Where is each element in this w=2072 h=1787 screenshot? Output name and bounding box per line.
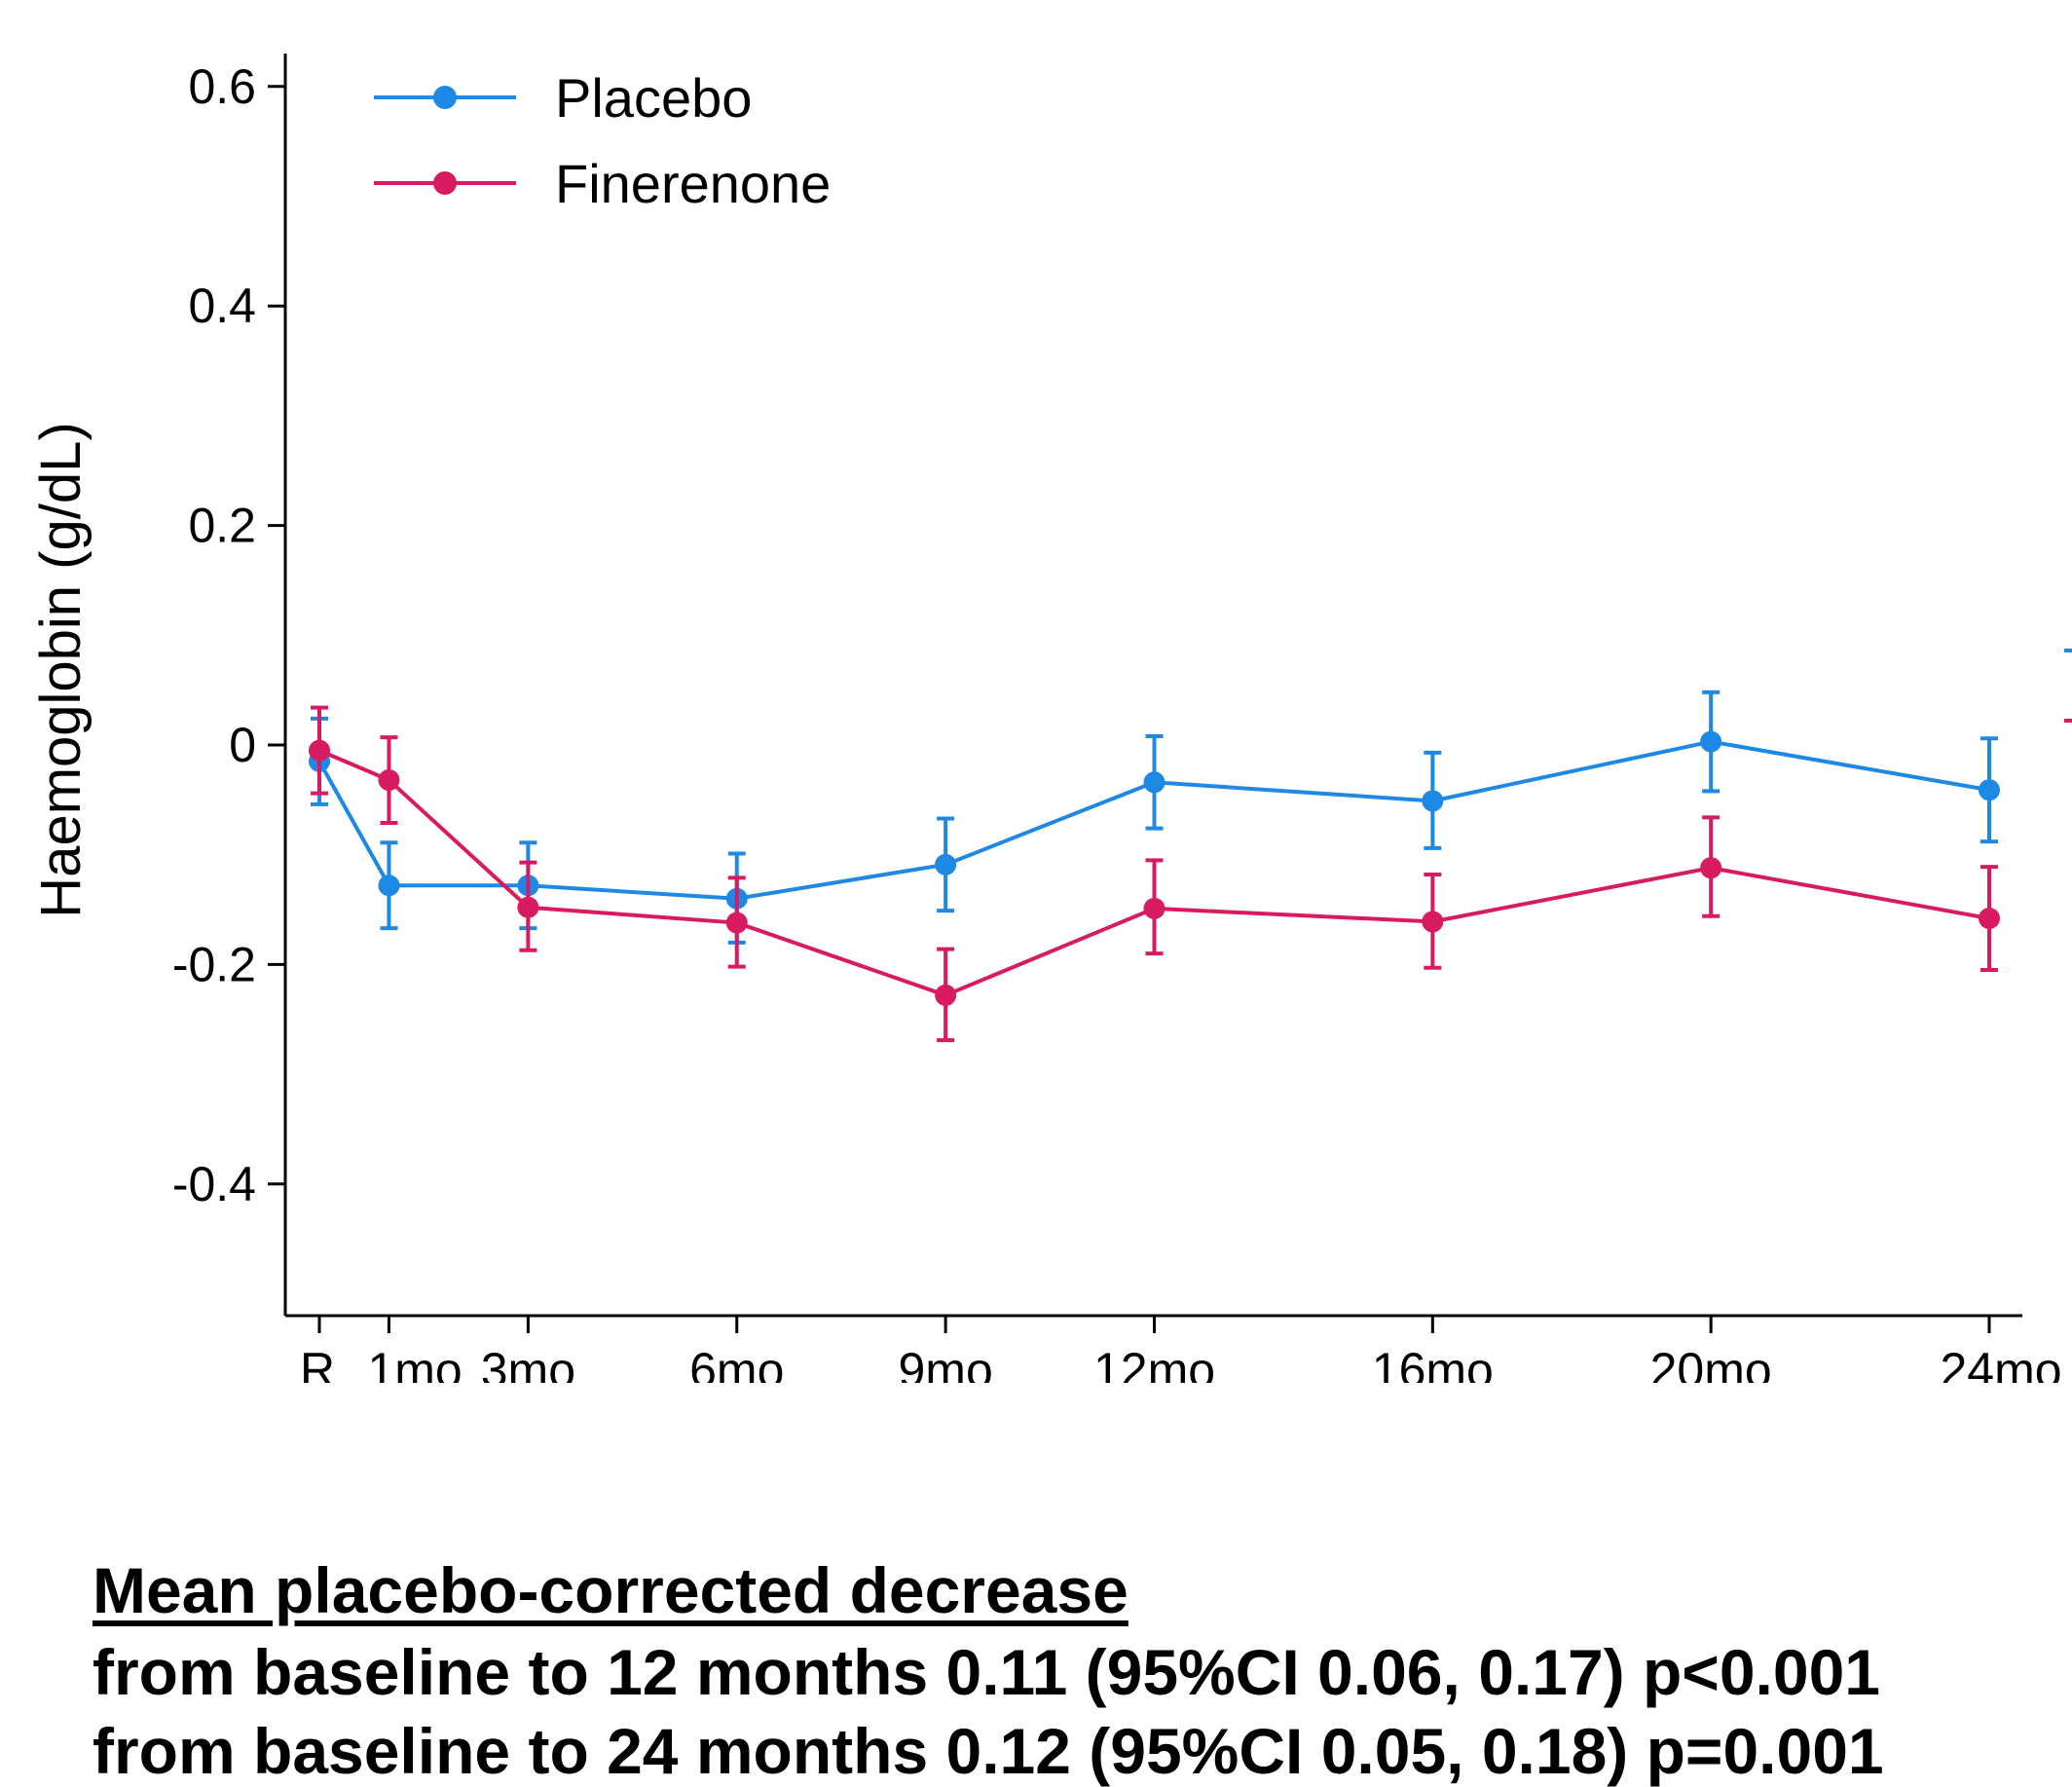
- x-tick-label: 3mo: [481, 1343, 575, 1383]
- legend-marker: [433, 171, 457, 195]
- data-point: [935, 984, 957, 1006]
- y-axis-label: Haemoglobin (g/dL): [29, 422, 92, 917]
- caption-heading: Mean placebo-corrected decrease: [92, 1554, 1128, 1626]
- x-tick-label: 20mo: [1650, 1343, 1772, 1383]
- legend-marker: [433, 86, 457, 109]
- y-tick-label: 0.6: [188, 59, 256, 114]
- data-point: [378, 769, 400, 792]
- y-tick-label: 0.2: [188, 499, 256, 553]
- x-tick-label: 16mo: [1372, 1343, 1494, 1383]
- data-point: [1422, 790, 1444, 812]
- data-point: [1143, 771, 1166, 794]
- data-point: [1422, 911, 1444, 933]
- x-tick-label: 6mo: [689, 1343, 784, 1383]
- data-point: [1979, 908, 2000, 930]
- data-point: [1979, 779, 2000, 801]
- x-tick-label: 1mo: [367, 1343, 462, 1383]
- y-tick-label: 0.4: [188, 279, 256, 333]
- y-tick-label: -0.2: [172, 937, 256, 991]
- haemoglobin-chart: 0.6 0.4 0.2 0 -0.2 -0.4 R 1mo 3mo 6mo 9mo 12mo 16mo 2…: [29, 54, 2072, 1383]
- caption-line-24-months: from baseline to 24 months 0.12 (95%CI 0…: [92, 1715, 1884, 1787]
- data-point: [725, 912, 748, 934]
- legend-label: Finerenone: [555, 153, 831, 214]
- data-point: [1700, 730, 1722, 753]
- data-point: [309, 739, 330, 762]
- series-layer: [309, 649, 2072, 1043]
- x-tick-label: 12mo: [1093, 1343, 1215, 1383]
- data-point: [935, 853, 957, 875]
- caption-line-12-months: from baseline to 12 months 0.11 (95%CI 0…: [92, 1636, 1880, 1708]
- data-point: [1700, 857, 1722, 879]
- legend: Placebo Finerenone: [374, 67, 831, 214]
- series-finerenone: [309, 705, 2000, 1043]
- data-point: [1143, 897, 1166, 919]
- y-tick-label: -0.4: [172, 1157, 256, 1211]
- x-tick-label: 9mo: [898, 1343, 992, 1383]
- x-tick-label: R: [300, 1343, 335, 1383]
- y-tick-label: 0: [229, 718, 256, 772]
- x-tick-label: 24mo: [1940, 1343, 2061, 1383]
- data-point: [517, 896, 539, 918]
- axes: 0.6 0.4 0.2 0 -0.2 -0.4 R 1mo 3mo 6mo 9mo 12mo 16mo 2…: [172, 54, 2062, 1383]
- data-point: [378, 875, 400, 897]
- legend-label: Placebo: [555, 67, 752, 129]
